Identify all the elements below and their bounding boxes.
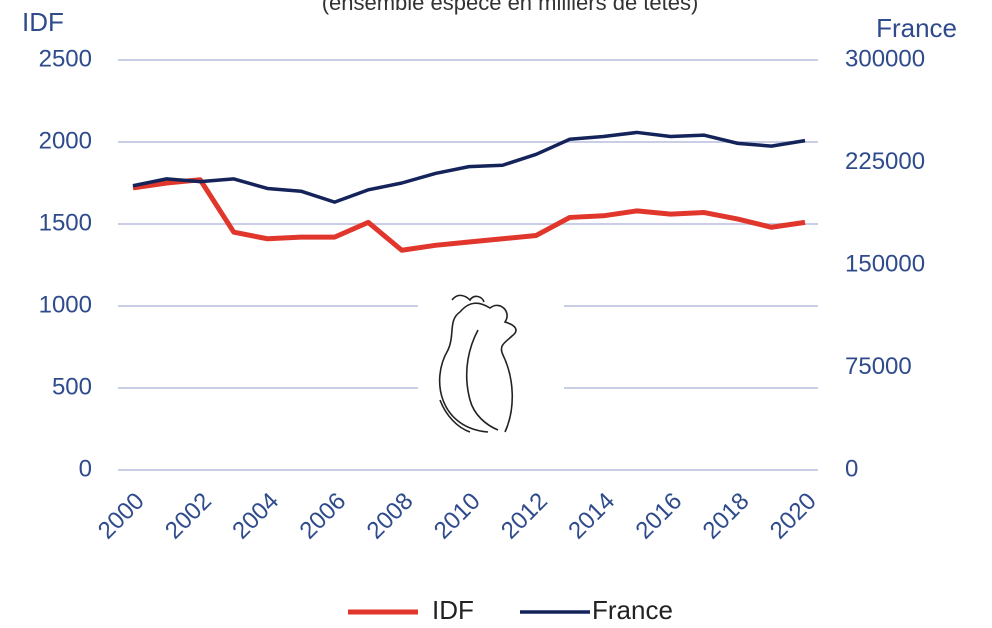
icon-background: [418, 288, 564, 436]
x-tick-label: 2004: [227, 488, 284, 545]
x-tick-label: 2010: [429, 488, 486, 545]
x-tick-label: 2018: [698, 488, 755, 545]
x-tick-label: 2006: [294, 488, 351, 545]
legend-label: France: [592, 595, 673, 625]
x-tick-label: 2014: [563, 488, 620, 545]
y-tick-label: 1000: [39, 291, 92, 318]
rooster-stroke: [465, 329, 499, 431]
line-series: [132, 130, 806, 204]
rooster-stroke: [438, 311, 489, 433]
x-tick-label: 2008: [362, 488, 419, 545]
x-tick-label: 2000: [93, 488, 150, 545]
y-tick-label: 500: [52, 373, 92, 400]
y-axis-label: IDF: [22, 7, 64, 37]
y2-tick-label: 300000: [845, 45, 925, 72]
chart-subtitle: (ensemble espèce en milliers de têtes): [322, 0, 699, 15]
x-tick-label: 2012: [496, 488, 553, 545]
x-tick-label: 2002: [160, 488, 217, 545]
y2-axis-label: France: [876, 13, 957, 43]
rooster-stroke: [451, 294, 485, 303]
y2-tick-label: 150000: [845, 250, 925, 277]
y-tick-label: 0: [79, 455, 92, 482]
rooster-stroke: [439, 399, 471, 433]
y2-tick-label: 75000: [845, 353, 912, 380]
y2-tick-label: 0: [845, 455, 858, 482]
x-tick-label: 2020: [765, 488, 822, 545]
legend-label: IDF: [432, 595, 474, 625]
rooster-stroke: [459, 302, 517, 433]
rooster-icon: [418, 288, 564, 436]
y-tick-label: 2000: [39, 127, 92, 154]
y2-tick-label: 225000: [845, 148, 925, 175]
y-tick-label: 1500: [39, 209, 92, 236]
y-tick-label: 2500: [39, 45, 92, 72]
line-series: [132, 177, 806, 253]
x-tick-label: 2016: [630, 488, 687, 545]
